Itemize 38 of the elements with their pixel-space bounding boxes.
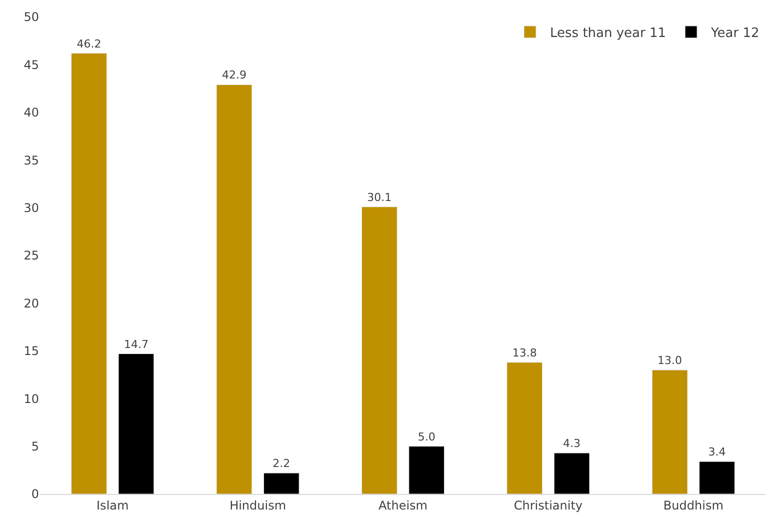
bar xyxy=(118,354,154,494)
y-tick-label: 40 xyxy=(24,106,39,120)
bar xyxy=(263,472,300,494)
x-tick-label: Buddhism xyxy=(663,498,724,512)
bar xyxy=(408,446,445,494)
data-label: 14.7 xyxy=(124,338,148,351)
data-label: 30.1 xyxy=(367,190,392,204)
bar xyxy=(216,84,252,494)
data-label: 13.0 xyxy=(658,354,682,367)
data-label: 3.4 xyxy=(708,446,726,459)
bar xyxy=(554,452,590,494)
y-tick-label: 50 xyxy=(24,10,39,24)
y-tick-label: 25 xyxy=(24,248,39,263)
bar xyxy=(361,206,398,494)
legend-label: Less than year 11 xyxy=(550,26,666,42)
y-tick-label: 30 xyxy=(24,201,39,215)
y-tick-label: 10 xyxy=(24,392,39,406)
data-label: 42.9 xyxy=(222,68,246,82)
bar xyxy=(506,362,543,494)
y-tick-label: 35 xyxy=(24,153,39,168)
legend-label: Year 12 xyxy=(710,26,760,42)
x-tick-label: Hinduism xyxy=(230,498,286,512)
bar xyxy=(652,370,688,494)
data-label: 5.0 xyxy=(418,430,436,444)
y-tick-label: 20 xyxy=(24,296,39,310)
data-label: 46.2 xyxy=(76,37,102,50)
x-tick-label: Islam xyxy=(96,498,129,512)
y-tick-label: 15 xyxy=(24,344,39,358)
bar xyxy=(71,53,107,494)
y-tick-label: 5 xyxy=(31,440,39,454)
x-tick-label: Christianity xyxy=(514,498,583,512)
data-label: 2.2 xyxy=(272,457,290,470)
bar xyxy=(699,461,735,494)
y-tick-label: 45 xyxy=(24,58,39,72)
data-label: 13.8 xyxy=(512,346,537,360)
data-label: 4.3 xyxy=(563,436,581,450)
x-tick-label: Atheism xyxy=(378,498,428,512)
y-tick-label: 0 xyxy=(31,487,39,502)
